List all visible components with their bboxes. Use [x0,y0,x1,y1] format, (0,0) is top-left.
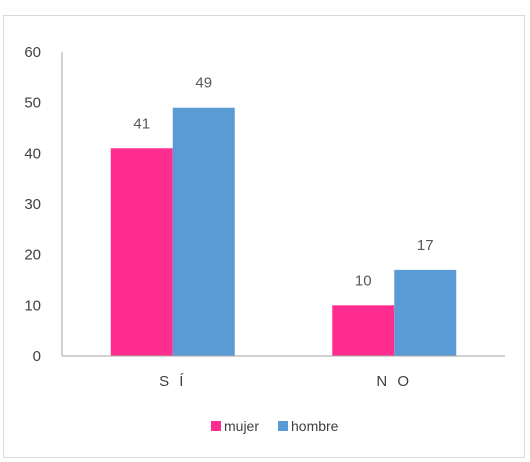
bar-mujer-1 [332,305,395,356]
legend: mujer hombre [211,418,339,434]
bar-group [110,107,457,356]
y-tick-label: 20 [24,247,41,264]
legend-swatch-mujer [211,421,221,431]
legend-label-hombre: hombre [291,418,339,434]
x-category-label: N O [376,373,412,390]
legend-swatch-hombre [278,421,288,431]
y-tick-label: 40 [24,145,41,162]
data-labels: 41 49 10 17 [133,75,433,290]
y-tick-label: 60 [24,44,41,61]
y-axis-ticks: 0 10 20 30 40 50 60 [24,44,41,365]
data-label: 10 [355,272,372,289]
y-tick-label: 30 [24,196,41,213]
y-tick-label: 10 [24,297,41,314]
x-category-label: S Í [159,373,186,390]
bar-hombre-0 [172,107,235,356]
data-label: 41 [133,115,150,132]
data-label: 17 [417,237,434,254]
y-tick-label: 0 [33,348,41,365]
bar-hombre-1 [394,269,457,356]
legend-label-mujer: mujer [224,418,259,434]
data-label: 49 [195,75,212,92]
chart-frame [3,15,525,458]
bar-mujer-0 [110,148,173,356]
y-tick-label: 50 [24,95,41,112]
